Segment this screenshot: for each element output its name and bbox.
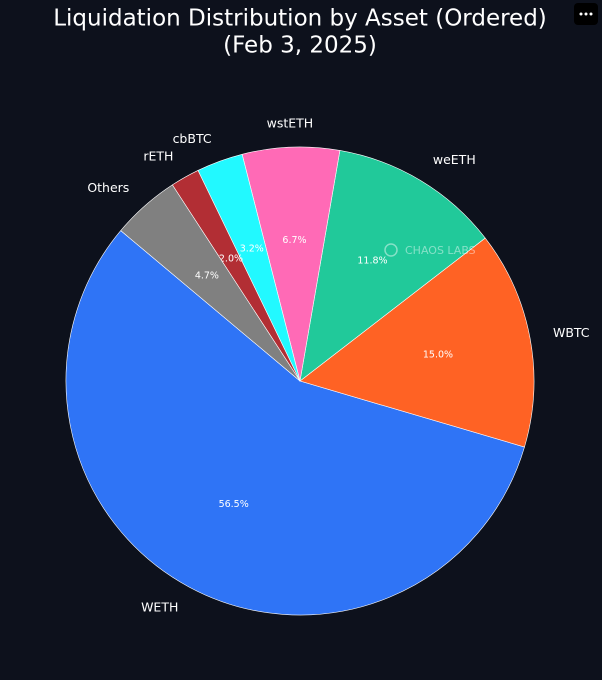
percent-label: 11.8%	[357, 255, 387, 266]
percent-label: 3.2%	[240, 244, 264, 255]
percent-label: 15.0%	[423, 350, 453, 361]
slice-label: Others	[87, 180, 129, 195]
menu-dot	[584, 12, 588, 16]
percent-label: 56.5%	[219, 499, 249, 510]
pie: WETH 56.5% WBTC 15.0% weETH 11.8% wstETH 6.7% cb…	[65, 115, 590, 616]
menu-button[interactable]	[574, 3, 598, 25]
menu-dot	[589, 12, 593, 16]
watermark-logo	[384, 243, 398, 257]
slice-label: cbBTC	[173, 131, 212, 146]
chart-title: (Feb 3, 2025)	[223, 33, 377, 59]
pie-slice	[299, 237, 535, 448]
slice-label: WBTC	[553, 325, 590, 340]
watermark: CHAOS LABS	[405, 244, 476, 257]
pie-slice	[65, 230, 525, 616]
slice-label: wstETH	[267, 115, 314, 130]
slice-label: WETH	[141, 599, 178, 614]
percent-label: 4.7%	[195, 270, 219, 281]
slice-label: rETH	[143, 148, 173, 163]
pie-slice	[299, 150, 486, 382]
chart-title: Liquidation Distribution by Asset (Order…	[53, 6, 547, 32]
slice-label: weETH	[433, 152, 476, 167]
pie-slice	[120, 184, 301, 382]
percent-label: 6.7%	[282, 235, 306, 246]
percent-label: 2.0%	[219, 253, 243, 264]
menu-dot	[579, 12, 583, 16]
